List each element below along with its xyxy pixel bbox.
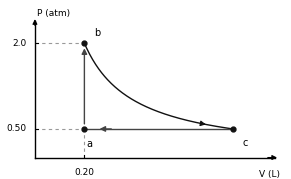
Text: 0.50: 0.50 [6, 124, 26, 134]
Text: 0.20: 0.20 [74, 168, 94, 177]
Text: P (atm): P (atm) [37, 9, 70, 18]
Text: a: a [86, 139, 92, 149]
Text: V (L): V (L) [259, 170, 280, 178]
Text: c: c [243, 137, 248, 147]
Text: 2.0: 2.0 [12, 39, 26, 48]
Text: b: b [94, 28, 100, 38]
